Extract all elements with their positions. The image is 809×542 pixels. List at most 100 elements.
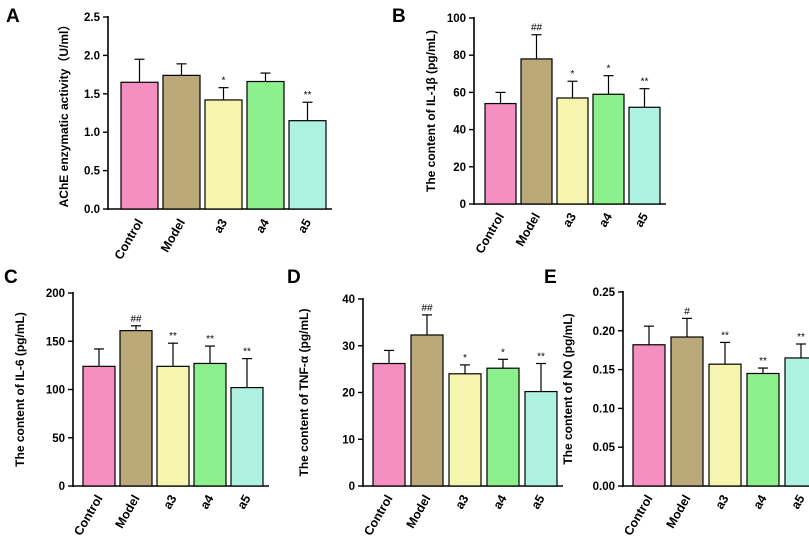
y-axis-label: The content of IL-6 (pg/mL) bbox=[13, 312, 27, 467]
bar-a4 bbox=[486, 367, 520, 487]
y-tick-label: 100 bbox=[447, 13, 466, 25]
y-tick-label: 150 bbox=[46, 336, 65, 348]
significance-marker: ** bbox=[169, 331, 177, 342]
y-tick-label: 0.25 bbox=[593, 287, 616, 299]
y-tick-label: 0.15 bbox=[593, 365, 616, 377]
x-category-label: a3 bbox=[560, 210, 579, 229]
x-category-label: a3 bbox=[211, 216, 230, 235]
y-axis-label: The content of NO (pg/mL) bbox=[561, 313, 575, 464]
y-tick-label: 2.5 bbox=[84, 12, 101, 24]
bar-control bbox=[632, 344, 666, 487]
bar-control bbox=[372, 362, 406, 487]
bar-a4 bbox=[193, 362, 227, 487]
bar-a5 bbox=[230, 386, 264, 487]
y-tick-label: 0.20 bbox=[593, 326, 615, 338]
bar-model bbox=[670, 336, 704, 487]
y-tick-label: 2.0 bbox=[84, 50, 100, 62]
y-tick-label: 0 bbox=[349, 481, 355, 493]
chart-panel-b: B The content of IL-1β (pg/mL) 0 20 40 60 80 10… bbox=[392, 6, 666, 256]
significance-marker: ## bbox=[421, 303, 433, 314]
y-tick-label: 30 bbox=[342, 341, 355, 353]
y-tick-label: 40 bbox=[453, 125, 466, 137]
bar-a5 bbox=[524, 390, 558, 487]
y-tick-label: 1.5 bbox=[84, 89, 101, 101]
panel-letter: C bbox=[4, 267, 18, 288]
bar-a4 bbox=[746, 372, 780, 487]
bar-a3 bbox=[556, 97, 589, 205]
bar-control bbox=[484, 102, 517, 205]
x-category-label: a5 bbox=[529, 492, 548, 511]
y-axis-label: AChE enzymatic activity（U/ml） bbox=[56, 19, 71, 208]
significance-marker: ## bbox=[130, 314, 142, 325]
bar-a5 bbox=[784, 357, 809, 487]
x-category-label: Control bbox=[473, 211, 507, 256]
significance-marker: * bbox=[463, 353, 467, 364]
y-tick-label: 1.0 bbox=[84, 127, 100, 139]
bar-a4 bbox=[592, 93, 625, 205]
bar-model bbox=[410, 334, 444, 487]
significance-marker: # bbox=[684, 306, 690, 317]
x-category-label: Control bbox=[112, 217, 146, 262]
significance-marker: * bbox=[501, 347, 505, 358]
x-category-label: Control bbox=[621, 493, 655, 538]
y-tick-label: 50 bbox=[52, 433, 65, 445]
x-category-label: Model bbox=[158, 217, 188, 255]
x-category-label: Model bbox=[112, 493, 142, 531]
panel-letter: A bbox=[6, 6, 20, 27]
x-category-label: a5 bbox=[235, 492, 254, 511]
x-category-label: a3 bbox=[713, 492, 732, 511]
y-axis-label: The content of TNF-α (pg/mL) bbox=[297, 308, 311, 476]
panel-letter: D bbox=[287, 267, 301, 288]
x-category-label: a4 bbox=[751, 492, 770, 511]
x-category-label: Control bbox=[361, 493, 395, 538]
significance-marker: * bbox=[571, 69, 575, 80]
y-tick-label: 20 bbox=[453, 162, 466, 174]
y-tick-label: 20 bbox=[342, 388, 355, 400]
y-tick-label: 0.00 bbox=[593, 481, 615, 493]
significance-marker: ** bbox=[721, 330, 729, 341]
bar-a3 bbox=[708, 363, 742, 487]
significance-marker: ** bbox=[759, 356, 767, 367]
chart-panel-d: D The content of TNF-α (pg/mL) 0 10 20 30 40 Co… bbox=[287, 267, 563, 538]
bar-model bbox=[119, 330, 153, 487]
x-category-label: a5 bbox=[789, 492, 808, 511]
x-category-label: a4 bbox=[253, 216, 272, 235]
bar-a5 bbox=[628, 106, 661, 205]
significance-marker: ** bbox=[537, 352, 545, 363]
significance-marker: ** bbox=[641, 77, 649, 88]
y-tick-label: 0.05 bbox=[593, 442, 616, 454]
y-tick-label: 0 bbox=[59, 481, 65, 493]
y-tick-label: 0.5 bbox=[84, 166, 101, 178]
panel-letter: B bbox=[392, 6, 406, 27]
bar-control bbox=[82, 365, 116, 487]
significance-marker: * bbox=[607, 64, 611, 75]
y-axis-label: The content of IL-1β (pg/mL) bbox=[424, 30, 438, 192]
significance-marker: ## bbox=[531, 23, 543, 34]
x-category-label: a5 bbox=[295, 216, 314, 235]
y-tick-label: 80 bbox=[453, 50, 466, 62]
bar-a3 bbox=[448, 373, 482, 487]
x-category-label: a3 bbox=[453, 492, 472, 511]
bar-a3 bbox=[156, 365, 190, 487]
chart-panel-e: E The content of NO (pg/mL) 0.00 0.05 0.10 0.… bbox=[544, 267, 809, 538]
significance-marker: ** bbox=[304, 90, 312, 101]
x-category-label: Model bbox=[403, 493, 433, 531]
significance-marker: ** bbox=[243, 347, 251, 358]
y-tick-label: 10 bbox=[342, 434, 355, 446]
x-category-label: a3 bbox=[161, 492, 180, 511]
x-category-label: Model bbox=[663, 493, 693, 531]
bar-model bbox=[162, 74, 201, 210]
bar-a4 bbox=[246, 80, 285, 210]
y-tick-label: 200 bbox=[46, 288, 65, 300]
significance-marker: * bbox=[222, 76, 226, 87]
y-tick-label: 0 bbox=[460, 199, 466, 211]
x-category-label: Model bbox=[513, 211, 543, 249]
y-tick-label: 40 bbox=[342, 294, 355, 306]
significance-marker: ** bbox=[206, 334, 214, 345]
y-tick-label: 0.0 bbox=[84, 204, 100, 216]
x-category-label: a4 bbox=[596, 210, 615, 229]
significance-marker: ** bbox=[797, 332, 805, 343]
y-tick-label: 100 bbox=[46, 385, 65, 397]
x-category-label: Control bbox=[71, 493, 105, 538]
